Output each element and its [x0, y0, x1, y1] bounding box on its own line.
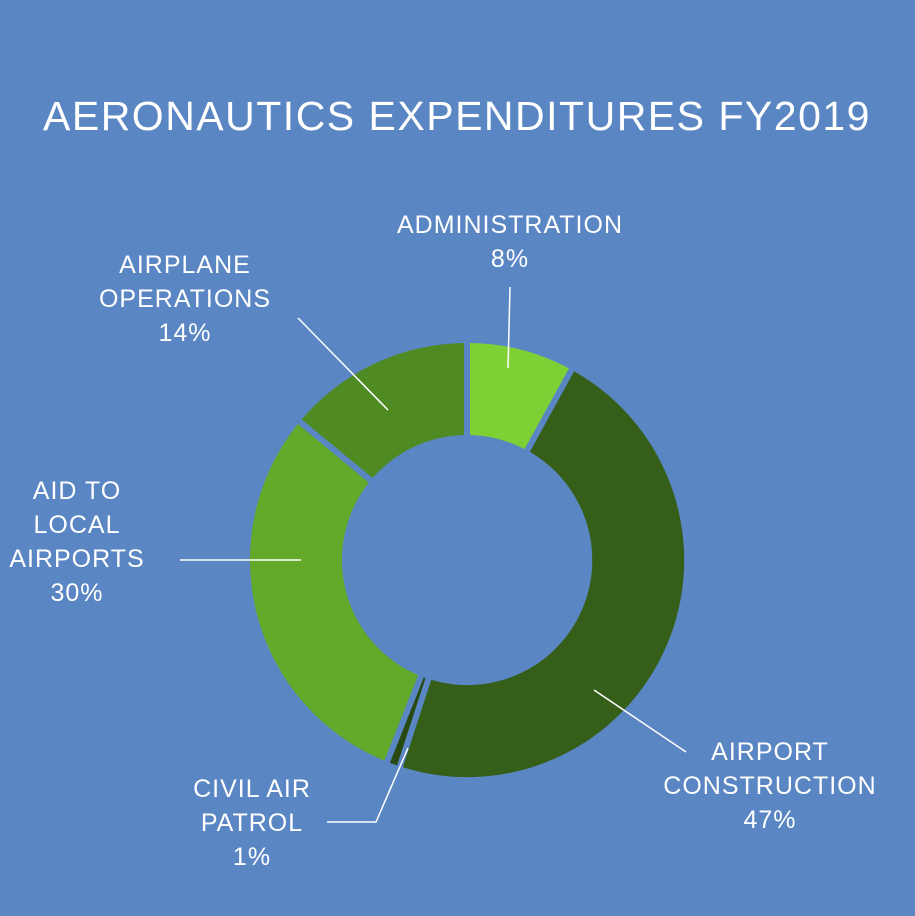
slice-label: ADMINISTRATION 8%: [397, 211, 623, 273]
slice-value-label: 47%: [743, 806, 796, 834]
slice-labels: ADMINISTRATION 8% AIRPORT CONSTRUCTION 47% CI…: [9, 211, 876, 871]
slice-value-label: 30%: [50, 579, 103, 607]
slice-name-label: CIVIL AIR: [193, 775, 311, 803]
donut-slice-airport-construction: [402, 371, 685, 778]
slice-value-label: 8%: [491, 245, 529, 273]
donut-slice-civil-air-patrol: [389, 677, 426, 766]
leader-line: [327, 747, 409, 823]
slice-name-label: PATROL: [201, 809, 303, 837]
slice-label: AIRPORT CONSTRUCTION 47%: [663, 738, 876, 834]
leader-lines: [180, 286, 687, 823]
leader-line: [593, 689, 687, 753]
slice-value-label: 1%: [233, 843, 271, 871]
leader-line: [297, 317, 389, 411]
slice-name-label: ADMINISTRATION: [397, 211, 623, 239]
slice-value-label: 14%: [158, 319, 211, 347]
slice-name-label: OPERATIONS: [99, 285, 271, 313]
chart-title: AERONAUTICS EXPENDITURES FY2019: [43, 93, 871, 139]
slice-name-label: LOCAL: [34, 511, 121, 539]
slices-layer: [249, 343, 685, 778]
slice-label: CIVIL AIR PATROL 1%: [193, 775, 311, 871]
slice-name-label: AID TO: [33, 477, 121, 505]
slice-name-label: AIRPORT: [711, 738, 829, 766]
slice-name-label: AIRPORTS: [9, 545, 144, 573]
donut-slice-administration: [470, 343, 569, 450]
slice-name-label: CONSTRUCTION: [663, 772, 876, 800]
donut-slice-aid-to-local-airports: [249, 423, 419, 761]
leader-line: [507, 286, 511, 369]
slice-label: AIRPLANE OPERATIONS 14%: [99, 251, 271, 347]
donut-slice-airplane-operations: [301, 343, 464, 479]
slice-label: AID TO LOCAL AIRPORTS 30%: [9, 477, 144, 607]
slice-name-label: AIRPLANE: [119, 251, 251, 279]
